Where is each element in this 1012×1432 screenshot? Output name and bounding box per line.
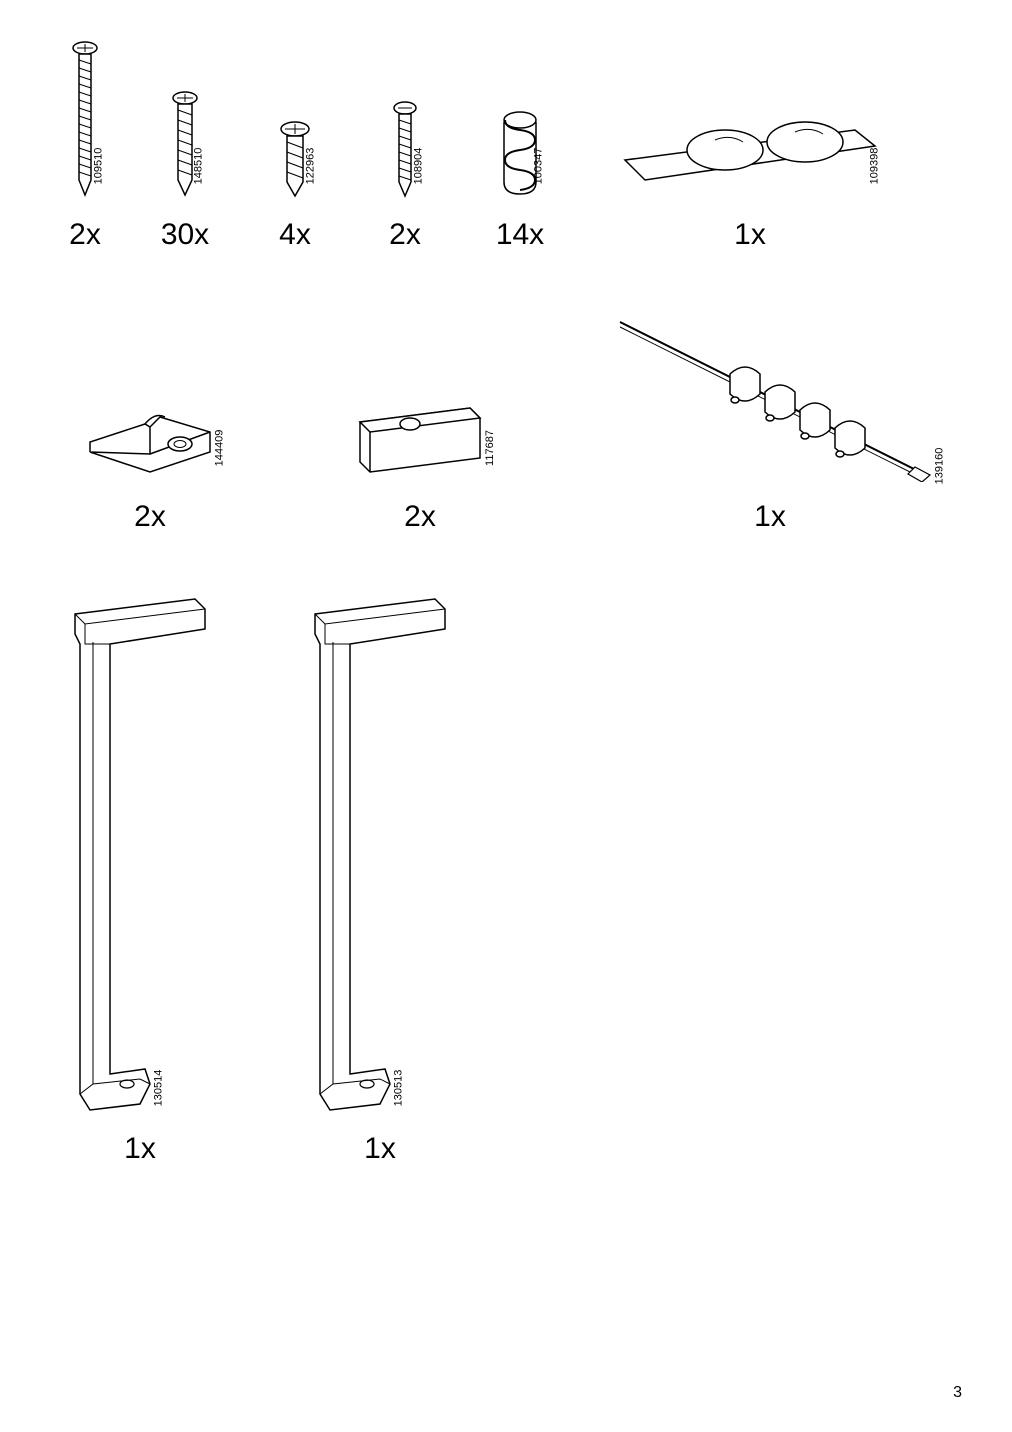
part-coil: 100347 14x bbox=[470, 110, 570, 252]
quantity-label: 2x bbox=[69, 218, 101, 252]
parts-row-1: 109510 2x 148510 30x bbox=[50, 40, 962, 252]
plate-icon bbox=[340, 382, 500, 482]
parts-row-2: 144409 2x 117687 2x bbox=[50, 312, 962, 534]
parts-row-3: 130514 1x 130513 1x bbox=[50, 594, 962, 1166]
part-bracket-right: 130513 1x bbox=[290, 594, 470, 1166]
quantity-label: 2x bbox=[404, 500, 436, 534]
wire-clips-icon bbox=[600, 312, 940, 482]
part-number-label: 139160 bbox=[934, 448, 946, 485]
part-screw-medium: 148510 30x bbox=[140, 90, 230, 252]
part-screw-long: 109510 2x bbox=[50, 40, 120, 252]
part-number-label: 130514 bbox=[153, 1070, 165, 1107]
part-pad: 109398 1x bbox=[590, 110, 910, 252]
part-plate: 117687 2x bbox=[320, 382, 520, 534]
part-number-label: 117687 bbox=[484, 430, 496, 466]
part-number-label: 148510 bbox=[193, 148, 205, 185]
part-screw-108904: 108904 2x bbox=[360, 100, 450, 252]
quantity-label: 4x bbox=[279, 218, 311, 252]
part-number-label: 144409 bbox=[214, 430, 226, 467]
pad-icon bbox=[615, 110, 885, 200]
quantity-label: 1x bbox=[364, 1132, 396, 1166]
part-number-label: 130513 bbox=[393, 1070, 405, 1107]
part-number-label: 108904 bbox=[413, 148, 425, 185]
part-number-label: 122963 bbox=[305, 148, 317, 185]
quantity-label: 2x bbox=[389, 218, 421, 252]
quantity-label: 1x bbox=[734, 218, 766, 252]
bracket-left-icon bbox=[55, 594, 225, 1114]
quantity-label: 14x bbox=[496, 218, 544, 252]
bracket-right-icon bbox=[295, 594, 465, 1114]
part-wire-clips: 139160 1x bbox=[590, 312, 950, 534]
part-bracket-angle: 144409 2x bbox=[50, 382, 250, 534]
part-screw-short-fat: 122963 4x bbox=[250, 120, 340, 252]
part-number-label: 100347 bbox=[533, 148, 545, 185]
quantity-label: 30x bbox=[161, 218, 209, 252]
bracket-angle-icon bbox=[70, 382, 230, 482]
quantity-label: 2x bbox=[134, 500, 166, 534]
quantity-label: 1x bbox=[124, 1132, 156, 1166]
part-bracket-left: 130514 1x bbox=[50, 594, 230, 1166]
page-number: 3 bbox=[953, 1384, 962, 1402]
part-number-label: 109398 bbox=[869, 148, 881, 185]
part-number-label: 109510 bbox=[93, 148, 105, 185]
quantity-label: 1x bbox=[754, 500, 786, 534]
